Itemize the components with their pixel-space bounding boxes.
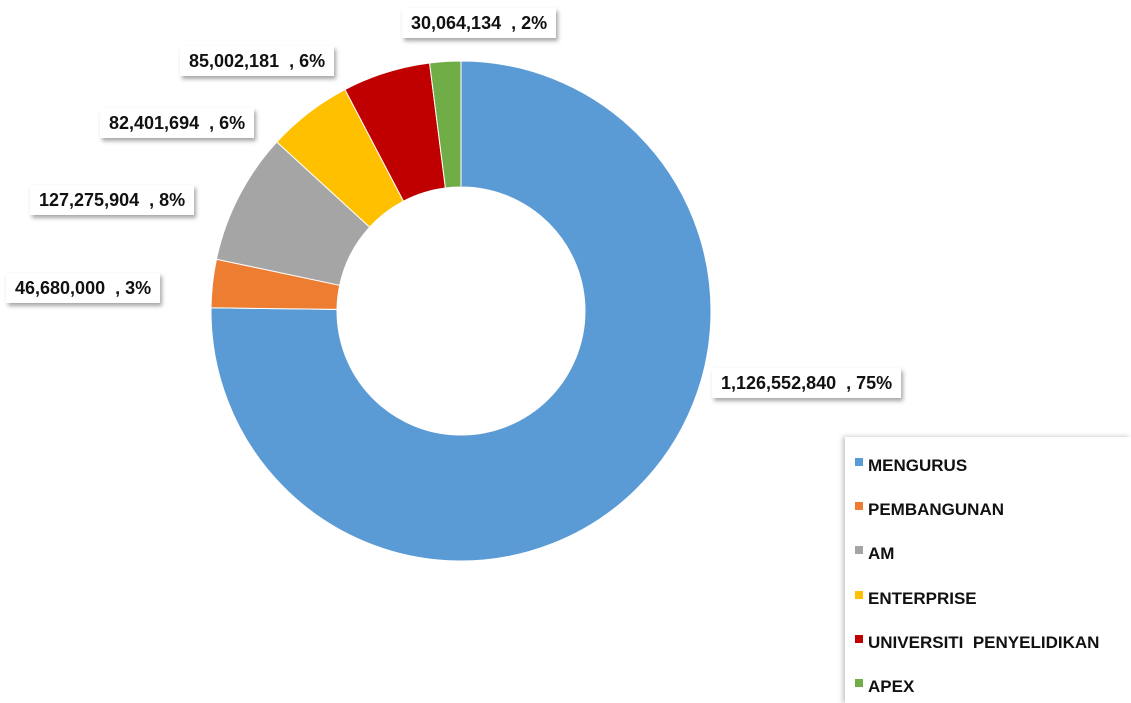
legend-swatch xyxy=(855,591,863,599)
donut-slice-apex xyxy=(428,60,462,189)
legend-label: PEMBANGUNAN xyxy=(868,500,1004,519)
data-label-enterprise: 82,401,694 , 6% xyxy=(100,108,255,138)
data-label-universiti-penyelidikan: 85,002,181 , 6% xyxy=(180,46,335,76)
legend-item-pembangunan: PEMBANGUNAN xyxy=(855,499,1004,521)
legend-label: UNIVERSITI PENYELIDIKAN xyxy=(868,633,1100,652)
legend-item-apex: APEX xyxy=(855,676,914,698)
data-label-mengurus: 1,126,552,840 , 75% xyxy=(712,368,902,398)
legend-item-am: AM xyxy=(855,543,894,565)
legend-swatch xyxy=(855,458,863,466)
legend-label: ENTERPRISE xyxy=(868,589,977,608)
legend-swatch xyxy=(855,546,863,554)
legend-swatch xyxy=(855,679,863,687)
legend-swatch xyxy=(855,502,863,510)
donut-slice-mengurus xyxy=(210,60,712,562)
legend-swatch xyxy=(855,635,863,643)
data-label-am: 127,275,904 , 8% xyxy=(30,185,195,215)
legend-label: AM xyxy=(868,544,895,563)
legend-label: MENGURUS xyxy=(868,456,968,475)
chart-legend: MENGURUS PEMBANGUNAN AM ENTERPRISE UNIVE… xyxy=(845,437,1131,703)
legend-label: APEX xyxy=(868,677,915,696)
data-label-pembangunan: 46,680,000 , 3% xyxy=(6,273,161,303)
data-label-apex: 30,064,134 , 2% xyxy=(402,8,557,38)
legend-item-enterprise: ENTERPRISE xyxy=(855,588,977,610)
legend-item-universiti-penyelidikan: UNIVERSITI PENYELIDIKAN xyxy=(855,632,1099,654)
legend-item-mengurus: MENGURUS xyxy=(855,455,967,477)
